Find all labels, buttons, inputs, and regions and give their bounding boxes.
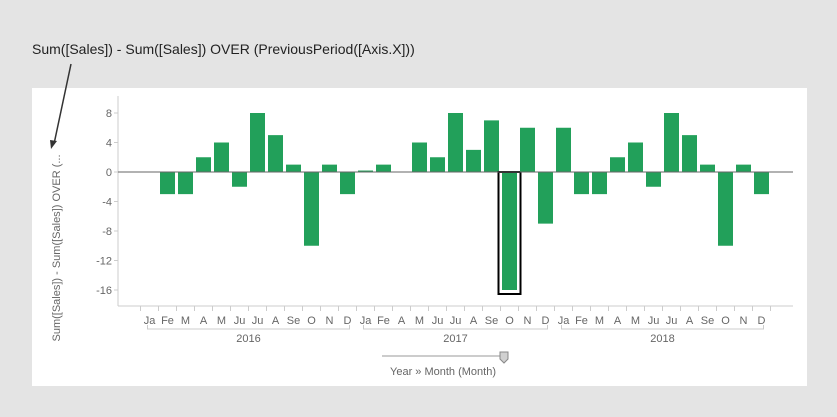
bar-2016-Fe[interactable] [160,172,175,195]
bar-2018-A[interactable] [610,157,625,172]
bar-2018-Se[interactable] [700,164,715,172]
year-bracket [363,325,548,330]
x-tick-label: N [524,315,532,327]
x-tick-label: Ja [360,315,373,327]
x-tick-label: M [595,315,604,327]
year-label: 2018 [650,333,674,345]
y-tick-label: 4 [106,138,112,150]
annotation-text: Sum([Sales]) - Sum([Sales]) OVER (Previo… [32,41,415,57]
x-tick-label: Ja [144,315,157,327]
x-tick-label: Ju [450,315,462,327]
bar-2017-O[interactable] [502,172,517,290]
year-bracket [561,325,764,330]
bar-2016-Se[interactable] [286,164,301,172]
y-tick-label: -16 [96,285,112,297]
x-tick-label: A [200,315,208,327]
x-tick-label: Se [287,315,300,327]
x-tick-label: Fe [161,315,174,327]
bar-2016-Ju[interactable] [250,113,265,172]
bar-2017-Ju[interactable] [430,157,445,172]
bar-2018-A[interactable] [682,135,697,172]
year-bracket [147,325,350,330]
x-tick-label: A [686,315,694,327]
x-tick-label: M [217,315,226,327]
bar-2016-A[interactable] [268,135,283,172]
x-tick-label: A [398,315,406,327]
y-tick-label: -12 [96,256,112,268]
bar-2018-Ja[interactable] [556,127,571,172]
x-tick-label: O [307,315,316,327]
bar-2018-M[interactable] [592,172,607,195]
x-tick-label: Fe [377,315,390,327]
x-tick-label: O [721,315,730,327]
x-tick-label: N [326,315,334,327]
x-tick-label: A [614,315,622,327]
hierarchy-slider-handle[interactable] [499,351,509,364]
bar-2016-M[interactable] [178,172,193,195]
x-tick-label: Se [485,315,498,327]
y-tick-label: -4 [102,197,112,209]
y-tick-label: 8 [106,108,112,120]
x-tick-label: N [740,315,748,327]
x-tick-label: Ju [666,315,678,327]
x-tick-label: Fe [575,315,588,327]
bar-2017-A[interactable] [466,149,481,172]
x-tick-label: Ju [432,315,444,327]
bar-2018-O[interactable] [718,172,733,246]
bar-2016-A[interactable] [196,157,211,172]
bar-2017-M[interactable] [412,142,427,173]
y-axis-title: Sum([Sales]) - Sum([Sales]) OVER (... [51,154,63,341]
bar-2017-Ju[interactable] [448,113,463,172]
bar-2017-N[interactable] [520,127,535,172]
x-tick-label: D [542,315,550,327]
x-tick-label: O [505,315,514,327]
bar-2017-Fe[interactable] [376,164,391,172]
bar-2016-O[interactable] [304,172,319,246]
x-tick-label: Ja [558,315,571,327]
bar-2016-D[interactable] [340,172,355,195]
x-tick-label: M [631,315,640,327]
x-tick-label: Ju [648,315,660,327]
bar-2016-N[interactable] [322,164,337,172]
bar-2018-N[interactable] [736,164,751,172]
x-tick-label: A [470,315,478,327]
year-label: 2017 [443,333,467,345]
bar-2017-Ja[interactable] [358,170,373,172]
bar-2018-M[interactable] [628,142,643,173]
bar-2016-M[interactable] [214,142,229,173]
x-tick-label: D [344,315,352,327]
bar-2018-Ju[interactable] [664,113,679,172]
y-tick-label: 0 [106,167,112,179]
bar-2018-D[interactable] [754,172,769,195]
x-axis-title[interactable]: Year » Month (Month) [390,366,496,378]
x-tick-label: M [415,315,424,327]
x-tick-label: D [758,315,766,327]
x-tick-label: A [272,315,280,327]
arrow-head-icon [50,140,57,149]
year-label: 2016 [236,333,260,345]
arrow-line [53,63,72,145]
bar-2017-D[interactable] [538,172,553,224]
bar-2016-Ju[interactable] [232,172,247,187]
x-tick-label: Se [701,315,714,327]
bar-2018-Ju[interactable] [646,172,661,187]
y-tick-label: -8 [102,226,112,238]
bar-2017-Se[interactable] [484,120,499,172]
x-tick-label: M [181,315,190,327]
x-tick-label: Ju [234,315,246,327]
bar-2018-Fe[interactable] [574,172,589,195]
x-tick-label: Ju [252,315,264,327]
